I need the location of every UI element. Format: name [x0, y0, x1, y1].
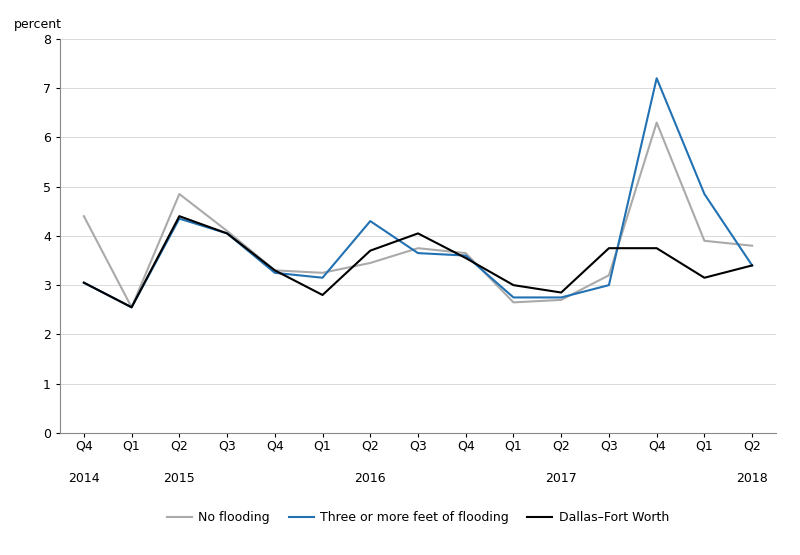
Text: 2015: 2015 — [163, 472, 195, 485]
Text: 2018: 2018 — [736, 472, 768, 485]
Text: 2016: 2016 — [354, 472, 386, 485]
Text: percent: percent — [14, 18, 62, 31]
Text: 2014: 2014 — [68, 472, 100, 485]
Legend: No flooding, Three or more feet of flooding, Dallas–Fort Worth: No flooding, Three or more feet of flood… — [162, 506, 674, 529]
Text: 2017: 2017 — [546, 472, 577, 485]
